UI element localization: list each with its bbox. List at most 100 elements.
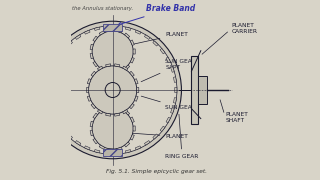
Polygon shape [48,87,51,93]
Polygon shape [115,64,120,67]
Circle shape [92,31,133,72]
Polygon shape [84,146,90,150]
Polygon shape [130,58,134,63]
Polygon shape [115,113,120,116]
Circle shape [92,108,133,149]
Polygon shape [91,104,96,109]
Text: SUN GEAR: SUN GEAR [141,96,196,110]
Polygon shape [94,27,100,30]
Polygon shape [153,134,158,139]
Text: SUN GEAR
SAPT: SUN GEAR SAPT [141,59,196,82]
Polygon shape [124,110,130,115]
Polygon shape [160,48,165,54]
Text: PLANET: PLANET [119,132,188,139]
Polygon shape [90,53,93,59]
Polygon shape [123,66,128,70]
Polygon shape [103,149,123,156]
Polygon shape [133,49,135,54]
Polygon shape [75,35,81,39]
Polygon shape [173,77,176,82]
Polygon shape [87,96,91,101]
Polygon shape [173,98,176,103]
Text: RING GEAR: RING GEAR [165,114,199,159]
Circle shape [48,26,177,154]
Circle shape [44,21,181,159]
Polygon shape [117,29,122,33]
Polygon shape [134,79,138,84]
Polygon shape [125,27,131,30]
Polygon shape [90,130,93,136]
Polygon shape [67,41,73,46]
Text: Brake Band: Brake Band [118,4,195,25]
Polygon shape [75,141,81,145]
Polygon shape [130,117,134,122]
Polygon shape [134,96,138,101]
Polygon shape [160,126,165,132]
Polygon shape [137,87,139,93]
Polygon shape [124,65,130,70]
Polygon shape [97,110,103,114]
Polygon shape [108,106,113,109]
Polygon shape [93,62,98,67]
Polygon shape [166,117,171,123]
Polygon shape [106,64,111,67]
Polygon shape [93,113,98,118]
Circle shape [89,66,137,114]
FancyBboxPatch shape [198,76,207,104]
Polygon shape [105,152,110,154]
Polygon shape [90,121,93,127]
Polygon shape [55,57,59,63]
Polygon shape [94,150,100,153]
Text: PLANET
CARRIER: PLANET CARRIER [231,23,258,34]
Polygon shape [130,40,134,45]
Polygon shape [93,139,98,144]
Polygon shape [117,70,122,74]
Polygon shape [171,67,174,72]
Polygon shape [55,117,59,123]
Polygon shape [145,141,150,145]
Polygon shape [117,147,122,151]
Polygon shape [130,135,134,140]
Polygon shape [153,41,158,46]
Text: PLANET: PLANET [119,32,188,47]
Polygon shape [99,145,105,149]
Polygon shape [108,71,113,74]
Polygon shape [124,142,130,147]
Polygon shape [51,67,55,72]
Polygon shape [108,29,113,32]
Polygon shape [67,134,73,139]
Polygon shape [115,26,121,28]
Polygon shape [130,71,134,76]
Polygon shape [90,44,93,50]
Polygon shape [105,26,110,28]
Polygon shape [133,126,135,131]
Polygon shape [49,77,52,82]
Polygon shape [99,31,105,35]
Polygon shape [106,113,111,116]
Polygon shape [99,108,105,112]
Polygon shape [115,152,121,154]
Polygon shape [51,108,55,113]
Polygon shape [124,33,130,38]
Polygon shape [60,126,65,132]
Polygon shape [175,87,177,93]
Polygon shape [99,68,105,72]
Polygon shape [135,146,141,150]
Polygon shape [87,79,91,84]
Polygon shape [166,57,171,63]
Polygon shape [49,98,52,103]
Polygon shape [103,24,123,31]
Text: PLANET
SHAFT: PLANET SHAFT [225,112,248,123]
Polygon shape [93,36,98,41]
Polygon shape [86,87,89,93]
Polygon shape [60,48,65,54]
FancyBboxPatch shape [191,56,198,124]
Polygon shape [145,35,150,39]
Polygon shape [130,104,134,109]
Polygon shape [97,66,103,70]
Polygon shape [117,106,122,110]
Circle shape [105,82,120,98]
Polygon shape [91,71,96,76]
Text: Fig. 5.1. Simple epicyclic gear set.: Fig. 5.1. Simple epicyclic gear set. [106,169,207,174]
Polygon shape [125,150,131,153]
